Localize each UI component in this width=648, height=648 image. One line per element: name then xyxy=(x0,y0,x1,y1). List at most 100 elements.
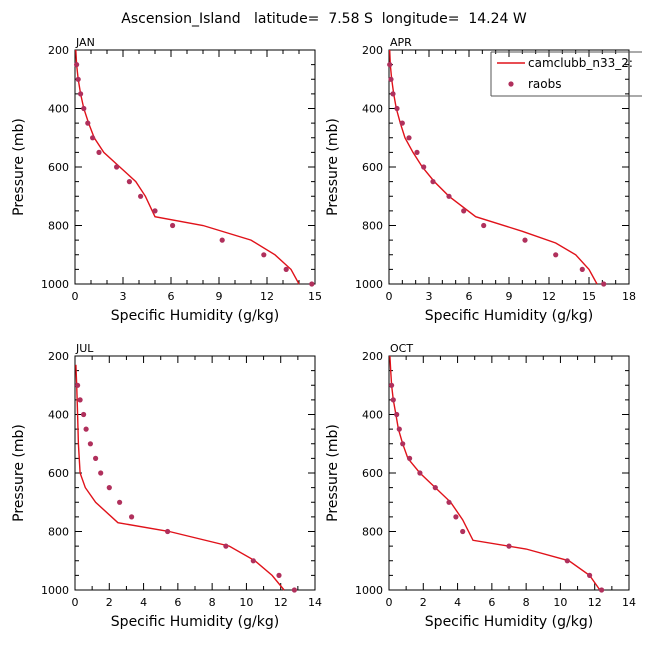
x-tick-label: 3 xyxy=(120,290,127,303)
x-axis-label: Specific Humidity (g/kg) xyxy=(111,614,279,630)
y-tick-label: 1000 xyxy=(355,278,383,291)
panel-title: JAN xyxy=(75,36,95,49)
raobs-point xyxy=(75,76,81,82)
raobs-point xyxy=(601,281,607,287)
raobs-point xyxy=(587,572,593,579)
y-tick-label: 600 xyxy=(48,161,69,174)
raobs-point xyxy=(98,470,104,476)
raobs-point xyxy=(414,149,420,155)
x-tick-label: 12 xyxy=(274,596,288,609)
x-tick-label: 0 xyxy=(72,596,79,609)
y-axis-label: Pressure (mb) xyxy=(325,118,341,216)
legend-obs-label: raobs xyxy=(528,77,562,91)
legend-model-label: camclubb_n33_2: xyxy=(528,56,633,70)
raobs-point xyxy=(522,237,528,243)
raobs-point xyxy=(399,120,405,126)
y-tick-label: 600 xyxy=(362,467,383,480)
plot-frame xyxy=(74,355,316,591)
x-tick-label: 8 xyxy=(209,596,216,609)
x-tick-label: 15 xyxy=(582,290,596,303)
raobs-point xyxy=(388,76,394,82)
figure-title: Ascension_Island latitude= 7.58 S longit… xyxy=(121,11,527,27)
raobs-point xyxy=(407,455,413,461)
y-tick-label: 800 xyxy=(48,220,69,233)
x-tick-label: 4 xyxy=(454,596,461,609)
y-tick-label: 1000 xyxy=(41,278,69,291)
x-tick-label: 18 xyxy=(622,290,636,303)
raobs-point xyxy=(138,193,144,199)
x-tick-label: 15 xyxy=(308,290,322,303)
y-tick-label: 600 xyxy=(48,467,69,480)
raobs-point xyxy=(152,208,158,214)
x-tick-label: 14 xyxy=(308,596,322,609)
x-tick-label: 8 xyxy=(523,596,530,609)
raobs-point xyxy=(387,62,393,68)
x-tick-label: 9 xyxy=(506,290,513,303)
x-tick-label: 2 xyxy=(420,596,427,609)
raobs-point xyxy=(394,105,400,112)
raobs-point xyxy=(432,485,438,491)
raobs-point xyxy=(83,426,89,432)
panel-jul: 0 2 4 6 8 10 12 14 200 400 600 800 1000 JUL Specific H… xyxy=(11,342,322,630)
raobs-point xyxy=(460,528,466,535)
x-tick-label: 0 xyxy=(386,290,393,303)
raobs-point xyxy=(446,193,452,199)
x-tick-label: 12 xyxy=(260,290,274,303)
panel-jan: 0 3 6 9 12 15 200 400 600 800 1000 JAN Specific Humi… xyxy=(11,36,322,324)
panel-title: JUL xyxy=(75,342,94,355)
y-tick-label: 400 xyxy=(48,103,69,116)
raobs-point xyxy=(126,179,132,185)
raobs-point xyxy=(223,543,229,549)
x-tick-label: 6 xyxy=(168,290,175,303)
x-axis-label: Specific Humidity (g/kg) xyxy=(425,308,593,324)
raobs-point xyxy=(283,266,289,272)
raobs-point xyxy=(390,91,396,97)
model-series-line xyxy=(75,364,285,591)
raobs-point xyxy=(390,397,396,403)
raobs-point xyxy=(461,208,467,214)
raobs-point xyxy=(90,135,96,141)
raobs-point xyxy=(87,441,93,447)
x-tick-label: 10 xyxy=(553,596,567,609)
x-axis-label: Specific Humidity (g/kg) xyxy=(425,614,593,630)
raobs-point xyxy=(276,572,282,579)
raobs-point xyxy=(564,558,570,564)
y-axis-label: Pressure (mb) xyxy=(11,424,27,522)
x-tick-label: 12 xyxy=(588,596,602,609)
x-tick-label: 2 xyxy=(106,596,113,609)
model-series-line xyxy=(389,49,598,285)
raobs-point xyxy=(250,558,256,564)
y-tick-label: 400 xyxy=(362,409,383,422)
y-tick-label: 800 xyxy=(362,220,383,233)
model-series-line xyxy=(75,49,300,285)
panel-oct: 0 2 4 6 8 10 12 14 200 400 600 800 1000 OCT Specific H… xyxy=(325,342,636,630)
raobs-point xyxy=(129,514,135,520)
raobs-point xyxy=(81,105,87,112)
raobs-point xyxy=(481,222,487,229)
y-axis-label: Pressure (mb) xyxy=(325,424,341,522)
x-tick-label: 12 xyxy=(542,290,556,303)
x-tick-label: 9 xyxy=(216,290,223,303)
raobs-point xyxy=(165,528,171,535)
x-tick-label: 6 xyxy=(466,290,473,303)
raobs-point xyxy=(430,179,436,185)
raobs-point xyxy=(506,543,512,549)
y-axis-label: Pressure (mb) xyxy=(11,118,27,216)
x-tick-label: 3 xyxy=(426,290,433,303)
raobs-point xyxy=(96,149,102,155)
y-tick-label: 800 xyxy=(362,526,383,539)
y-tick-label: 200 xyxy=(362,44,383,57)
y-tick-label: 800 xyxy=(48,526,69,539)
raobs-point xyxy=(106,485,112,491)
y-tick-label: 1000 xyxy=(355,584,383,597)
raobs-point xyxy=(417,470,423,476)
y-tick-label: 600 xyxy=(362,161,383,174)
x-tick-label: 14 xyxy=(622,596,636,609)
raobs-point xyxy=(81,411,87,418)
legend-obs-swatch xyxy=(508,81,514,87)
raobs-point xyxy=(75,382,81,388)
raobs-point xyxy=(453,514,459,520)
panel-apr: 0 3 6 9 12 15 18 200 400 600 800 1000 APR Specific Hu… xyxy=(325,36,636,324)
raobs-point xyxy=(78,91,84,97)
